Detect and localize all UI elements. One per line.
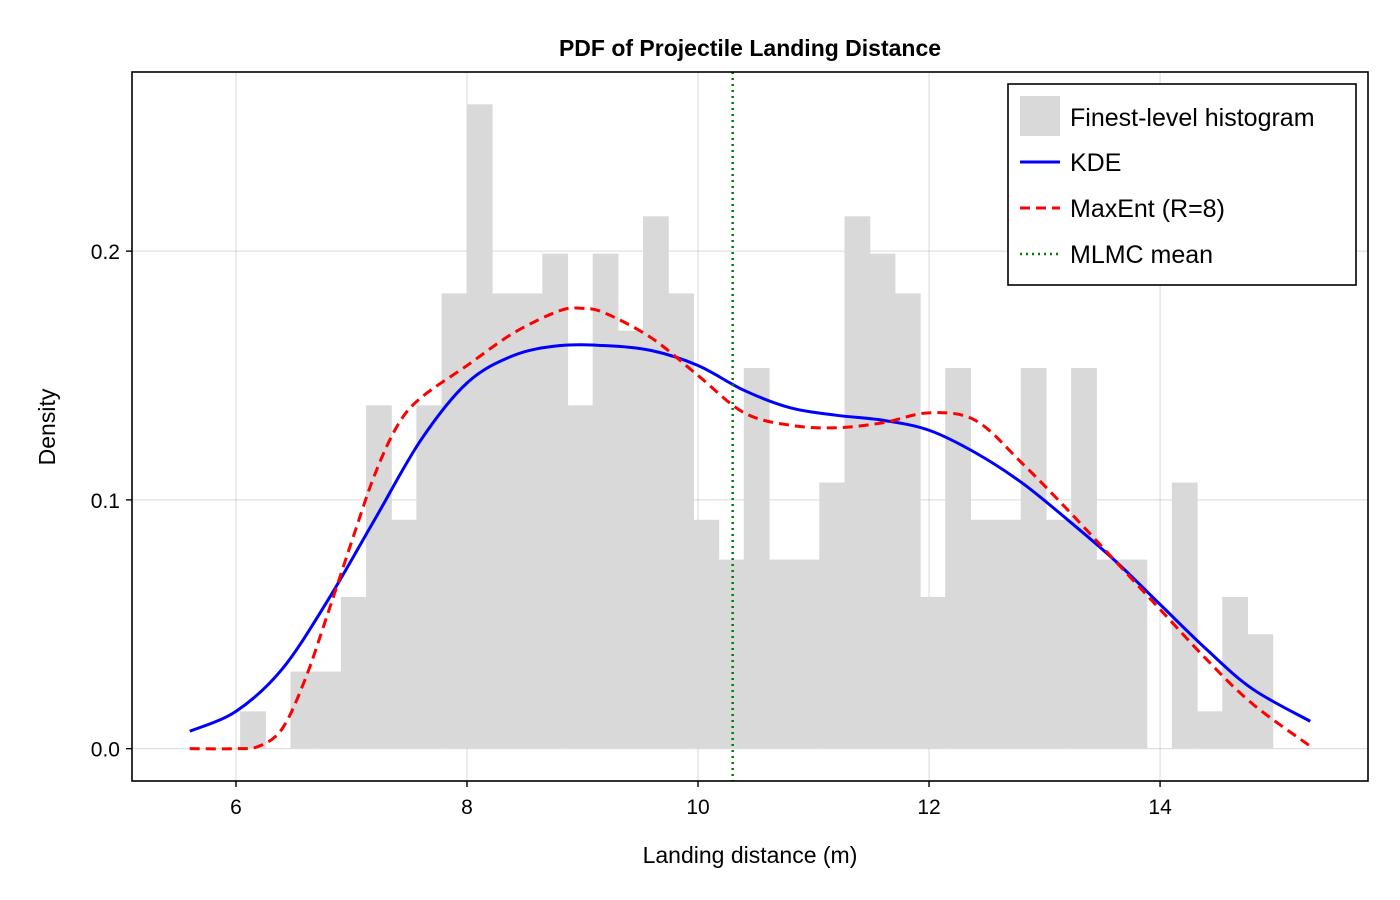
- y-tick-label: 0.0: [91, 739, 120, 762]
- x-tick-label: 10: [686, 796, 709, 819]
- histogram-bar: [466, 104, 493, 749]
- y-tick-label: 0.1: [91, 490, 120, 513]
- legend-label-mlmc-mean: MLMC mean: [1070, 241, 1213, 269]
- x-tick-label: 14: [1148, 796, 1172, 819]
- histogram-bar: [315, 671, 342, 749]
- y-axis-label: Density: [34, 388, 60, 465]
- histogram-bar: [592, 253, 619, 749]
- histogram-bar: [1071, 368, 1097, 749]
- x-axis-label: Landing distance (m): [643, 842, 858, 868]
- histogram-bar: [945, 368, 972, 749]
- histogram-bar: [794, 559, 820, 749]
- histogram-bar: [1020, 368, 1047, 749]
- histogram-bar: [693, 519, 720, 749]
- histogram-bar: [517, 293, 543, 749]
- histogram-bar: [617, 330, 644, 749]
- histogram-bar: [1045, 519, 1072, 749]
- legend-swatch-histogram: [1020, 96, 1060, 136]
- histogram-bar: [768, 559, 795, 749]
- histogram-bar: [340, 596, 367, 749]
- legend-label-histogram: Finest-level histogram: [1070, 104, 1315, 132]
- histogram-bar: [240, 711, 266, 749]
- histogram-bar: [441, 293, 468, 749]
- kde-curve: [189, 343, 1311, 733]
- histogram-bar: [819, 482, 846, 749]
- histogram-bar: [643, 216, 669, 749]
- histogram-bar: [743, 368, 770, 749]
- histogram-bar: [1197, 711, 1223, 749]
- maxent-curve: [189, 306, 1312, 751]
- histogram-bar: [366, 405, 392, 749]
- histogram-bar: [844, 216, 871, 749]
- series-lines: [189, 72, 1312, 781]
- legend-box: [1007, 83, 1357, 286]
- histogram-bar: [869, 253, 896, 749]
- axis-ticks: 6 8 10 12 14 0.0 0.1 0.2: [91, 241, 1172, 819]
- chart-title: PDF of Projectile Landing Distance: [559, 35, 941, 61]
- histogram-bar: [1222, 596, 1249, 749]
- legend-label-kde: KDE: [1070, 149, 1121, 177]
- histogram-bar: [920, 596, 946, 749]
- y-tick-label: 0.2: [91, 241, 120, 264]
- histogram-bar: [995, 519, 1022, 749]
- histogram-bar: [391, 519, 417, 749]
- histogram: [240, 104, 1274, 749]
- x-tick-label: 12: [917, 796, 940, 819]
- x-tick-label: 6: [230, 796, 242, 819]
- histogram-bar: [1096, 559, 1123, 749]
- histogram-bar: [1247, 634, 1274, 749]
- histogram-bar: [1171, 482, 1198, 749]
- plot-frame: [131, 71, 1369, 782]
- histogram-bar: [542, 253, 569, 749]
- histogram-bar: [894, 293, 921, 749]
- legend: Finest-level histogram KDE MaxEnt (R=8) …: [1007, 83, 1357, 286]
- x-tick-label: 8: [461, 796, 473, 819]
- legend-label-maxent: MaxEnt (R=8): [1070, 195, 1225, 223]
- histogram-bar: [970, 519, 997, 749]
- histogram-bar: [491, 293, 518, 749]
- histogram-bar: [416, 405, 443, 749]
- histogram-bar: [567, 405, 594, 749]
